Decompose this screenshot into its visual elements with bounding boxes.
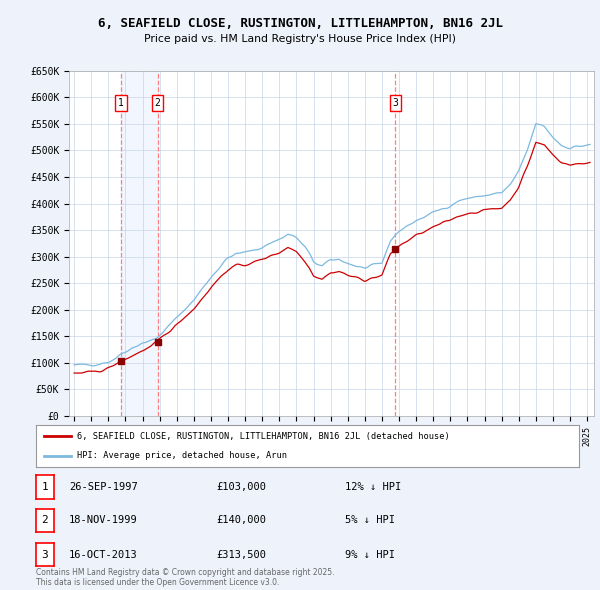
Bar <box>121 71 158 416</box>
Text: 9% ↓ HPI: 9% ↓ HPI <box>345 550 395 559</box>
Text: Contains HM Land Registry data © Crown copyright and database right 2025.
This d: Contains HM Land Registry data © Crown c… <box>36 568 335 587</box>
Text: 2: 2 <box>155 98 161 107</box>
Text: 3: 3 <box>392 98 398 107</box>
Text: 26-SEP-1997: 26-SEP-1997 <box>69 482 138 491</box>
Text: 6, SEAFIELD CLOSE, RUSTINGTON, LITTLEHAMPTON, BN16 2JL: 6, SEAFIELD CLOSE, RUSTINGTON, LITTLEHAM… <box>97 17 503 30</box>
Text: 1: 1 <box>41 482 49 491</box>
Text: 16-OCT-2013: 16-OCT-2013 <box>69 550 138 559</box>
Text: 5% ↓ HPI: 5% ↓ HPI <box>345 516 395 525</box>
Text: 6, SEAFIELD CLOSE, RUSTINGTON, LITTLEHAMPTON, BN16 2JL (detached house): 6, SEAFIELD CLOSE, RUSTINGTON, LITTLEHAM… <box>77 432 449 441</box>
Text: £313,500: £313,500 <box>216 550 266 559</box>
Text: Price paid vs. HM Land Registry's House Price Index (HPI): Price paid vs. HM Land Registry's House … <box>144 34 456 44</box>
Text: 18-NOV-1999: 18-NOV-1999 <box>69 516 138 525</box>
Text: £140,000: £140,000 <box>216 516 266 525</box>
Text: 12% ↓ HPI: 12% ↓ HPI <box>345 482 401 491</box>
Text: 3: 3 <box>41 550 49 559</box>
Text: 2: 2 <box>41 516 49 525</box>
Text: 1: 1 <box>118 98 124 107</box>
Text: £103,000: £103,000 <box>216 482 266 491</box>
Text: HPI: Average price, detached house, Arun: HPI: Average price, detached house, Arun <box>77 451 287 460</box>
